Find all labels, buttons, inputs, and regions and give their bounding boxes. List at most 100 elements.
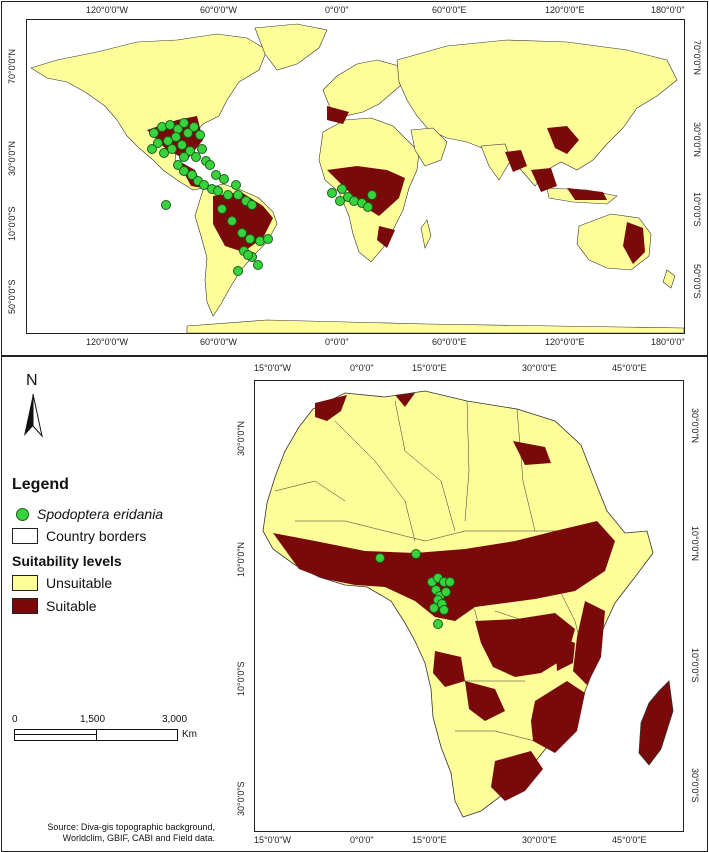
world-left-tick: 70°0'0"N bbox=[7, 48, 17, 84]
scale-label: 3,000 bbox=[162, 714, 188, 725]
world-top-tick: 120°0'0"E bbox=[545, 5, 585, 15]
africa-bottom-tick: 30°0'0"E bbox=[522, 835, 557, 845]
africa-top-tick: 45°0'0"E bbox=[612, 363, 647, 373]
north-arrow: N bbox=[18, 372, 48, 438]
world-top-tick: 60°0'0"E bbox=[432, 5, 467, 15]
occurrence-point bbox=[231, 180, 241, 190]
legend-suitable-label: Suitable bbox=[46, 598, 97, 614]
africa-left-tick: 10°0'0"S bbox=[236, 661, 246, 696]
occurrence-point bbox=[187, 170, 197, 180]
occurrence-point bbox=[149, 128, 159, 138]
occurrence-point bbox=[237, 228, 247, 238]
occurrence-point bbox=[177, 140, 187, 150]
africa-top-tick: 15°0'0"W bbox=[254, 363, 292, 373]
occurrence-point bbox=[253, 260, 263, 270]
occurrence-point bbox=[183, 128, 193, 138]
occurrence-point bbox=[233, 190, 243, 200]
occurrence-point bbox=[147, 144, 157, 154]
legend-borders: Country borders bbox=[12, 528, 146, 544]
occurrence-point bbox=[327, 188, 337, 198]
africa-right-tick: 30°0'0"S bbox=[690, 768, 700, 803]
occurrence-point bbox=[189, 122, 199, 132]
legend-levels-title: Suitability levels bbox=[12, 553, 122, 569]
occurrence-point bbox=[173, 160, 183, 170]
world-bottom-tick: 120°0'0"W bbox=[86, 337, 129, 347]
scale-unit: Km bbox=[182, 729, 197, 740]
world-bottom-tick: 0°0'0" bbox=[325, 337, 349, 347]
scale-bar-graphic bbox=[14, 729, 178, 741]
africa-map-svg bbox=[262, 390, 674, 818]
occurrence-point bbox=[179, 152, 189, 162]
africa-top-tick: 30°0'0"E bbox=[522, 363, 557, 373]
occurrence-point bbox=[179, 118, 189, 128]
occurrence-point bbox=[441, 587, 451, 597]
world-top-tick: 120°0'0"W bbox=[86, 5, 129, 15]
occurrence-point bbox=[233, 266, 243, 276]
world-right-tick: 10°0'0"S bbox=[692, 192, 702, 227]
world-bottom-tick: 60°0'0"E bbox=[432, 337, 467, 347]
north-america bbox=[30, 33, 268, 191]
occurrence-point bbox=[439, 605, 449, 615]
africa-left-tick: 30°0'0"N bbox=[236, 420, 246, 456]
occurrence-point bbox=[363, 202, 373, 212]
source-line-2: Worldclim, GBIF, CABI and Field data. bbox=[62, 833, 215, 843]
occurrence-point bbox=[195, 130, 205, 140]
asia bbox=[396, 39, 678, 187]
occurrence-point bbox=[227, 216, 237, 226]
world-left-tick: 50°0'0"S bbox=[7, 279, 17, 314]
scale-label: 1,500 bbox=[80, 714, 106, 725]
arabia bbox=[410, 127, 448, 167]
source-note: Source: Diva-gis topographic background,… bbox=[10, 822, 215, 844]
world-right-tick: 50°0'0"S bbox=[692, 264, 702, 299]
occurrence-point bbox=[337, 184, 347, 194]
suitable-swatch bbox=[12, 598, 38, 614]
occurrence-point bbox=[367, 190, 377, 200]
world-map[interactable] bbox=[26, 19, 685, 334]
world-right-tick: 70°0'0"N bbox=[692, 40, 702, 76]
africa-bottom-tick: 15°0'0"W bbox=[254, 835, 292, 845]
africa-map[interactable] bbox=[254, 380, 684, 832]
occurrence-point bbox=[217, 204, 227, 214]
occurrence-point bbox=[247, 200, 257, 210]
world-top-tick: 0°0'0" bbox=[325, 5, 349, 15]
occurrence-point bbox=[245, 234, 255, 244]
europe bbox=[322, 59, 408, 117]
occurrence-point bbox=[243, 250, 253, 260]
india bbox=[480, 143, 512, 181]
world-bottom-tick: 60°0'0"W bbox=[200, 337, 238, 347]
occurrence-point bbox=[153, 138, 163, 148]
madagascar bbox=[638, 680, 674, 766]
occurrence-point bbox=[197, 144, 207, 154]
africa-bottom-tick: 45°0'0"E bbox=[612, 835, 647, 845]
greenland bbox=[254, 23, 328, 71]
occurrence-point bbox=[433, 619, 443, 629]
antarctica bbox=[186, 319, 684, 333]
occurrence-point bbox=[335, 196, 345, 206]
world-map-svg bbox=[30, 23, 684, 333]
occurrence-point bbox=[263, 234, 273, 244]
occurrence-point bbox=[213, 186, 223, 196]
madagascar-world bbox=[420, 219, 432, 249]
africa-right-tick: 10°0'0"N bbox=[690, 526, 700, 562]
occurrence-point bbox=[223, 190, 233, 200]
africa-right-tick: 30°0'0"N bbox=[690, 408, 700, 444]
occurrence-point bbox=[219, 174, 229, 184]
world-left-tick: 30°0'0"N bbox=[7, 140, 17, 176]
world-bottom-tick: 180°0'0" bbox=[651, 337, 685, 347]
occurrence-point bbox=[429, 603, 439, 613]
border-swatch bbox=[12, 528, 38, 544]
africa-top-tick: 15°0'0"E bbox=[412, 363, 447, 373]
world-bottom-tick: 120°0'0"E bbox=[545, 337, 585, 347]
occurrence-point bbox=[185, 146, 195, 156]
legend-unsuitable-label: Unsuitable bbox=[46, 575, 113, 591]
world-right-tick: 30°0'0"N bbox=[692, 122, 702, 158]
scale-label: 0 bbox=[12, 714, 18, 725]
legend-species-label: Spodoptera eridania bbox=[37, 506, 164, 522]
africa-left-tick: 10°0'0"N bbox=[236, 541, 246, 577]
legend-suitable: Suitable bbox=[12, 598, 97, 614]
world-left-tick: 10°0'0"S bbox=[7, 206, 17, 241]
africa-left-tick: 30°0'0"S bbox=[236, 781, 246, 816]
world-top-tick: 180°0'0" bbox=[651, 5, 685, 15]
africa-top-tick: 0°0'0" bbox=[350, 363, 374, 373]
occurrence-point bbox=[167, 144, 177, 154]
